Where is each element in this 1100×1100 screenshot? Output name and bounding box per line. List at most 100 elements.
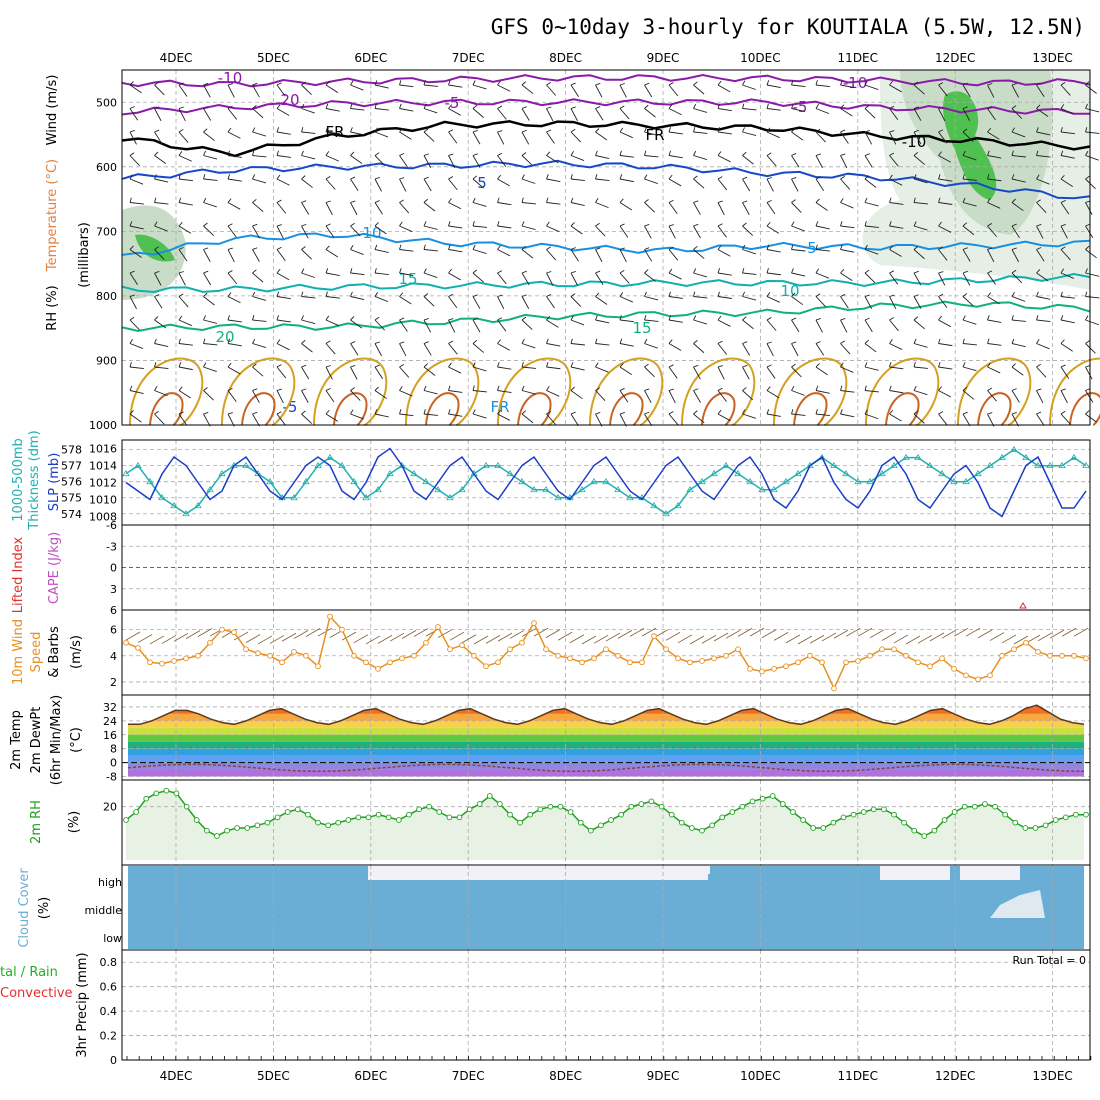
rh2m-line-point (456, 814, 463, 821)
wind10-line-point (243, 646, 249, 653)
wind-barb (252, 366, 264, 377)
wind-barb (252, 84, 260, 98)
wind-barb (423, 363, 428, 368)
wind-barb (546, 151, 551, 156)
wind-barb (619, 413, 627, 427)
wind-barb (595, 106, 601, 109)
wind-barb (521, 245, 527, 250)
wind-barb (815, 385, 819, 391)
wind-barb (840, 80, 843, 86)
wind-barb (399, 221, 403, 227)
wind-barb (1036, 319, 1051, 323)
wind-barb (595, 413, 603, 427)
wind-barb (325, 103, 329, 109)
wind10-barb (737, 628, 753, 637)
wind-barb (448, 80, 451, 86)
wind-barb (325, 413, 339, 422)
pressure-tick: 600 (96, 161, 117, 174)
wind-barb (864, 366, 879, 371)
wind-barb (252, 388, 258, 391)
wind-barb (938, 413, 948, 426)
wind-barb (227, 315, 230, 321)
wind10-line-point (1059, 652, 1065, 659)
wind-barb (889, 296, 897, 310)
wind-barb (374, 152, 380, 156)
cloud-mid (990, 890, 1045, 918)
thickness-line-point (158, 493, 166, 501)
wind-barb (766, 268, 769, 274)
wind-barb (962, 225, 975, 236)
thickness-line-point (146, 477, 154, 485)
wind10-line (125, 614, 1087, 691)
wind10-barb (929, 632, 945, 642)
thickness-line-point (854, 477, 862, 485)
wind-barb (129, 410, 134, 415)
wind-barb (717, 291, 720, 297)
wind-barb (913, 197, 916, 203)
wind-barb (864, 80, 868, 86)
wind-barb (325, 200, 331, 203)
wind-barb (497, 202, 512, 206)
wind-barb (913, 225, 928, 231)
wind-barb (1036, 178, 1050, 185)
rh2m-fill (126, 790, 1084, 860)
wind10-barb (401, 630, 417, 639)
wind-barb (840, 269, 845, 274)
wind-barb (962, 319, 977, 325)
wind-barb (693, 364, 699, 368)
wind-barb (1085, 340, 1090, 344)
wind-barb (864, 390, 879, 393)
wind-barb (742, 103, 745, 109)
wind-barb (350, 200, 356, 203)
low-contour (333, 392, 368, 426)
wind-barb (448, 390, 463, 393)
contour-label: -10 (902, 133, 927, 151)
wind-barb (203, 150, 206, 156)
temp-contour-20 (121, 300, 1091, 333)
wind-barb (570, 178, 585, 181)
rh2m-line-point (850, 811, 857, 818)
wind-barb (913, 296, 922, 309)
wind-barb (668, 296, 683, 299)
wind10-barb (665, 631, 681, 641)
wind-barb (913, 338, 917, 344)
cloud-gap (520, 866, 710, 874)
wind-barb (962, 296, 974, 307)
wind10-barb (341, 631, 357, 641)
cloud-tick: high (98, 876, 122, 889)
wind-barb (472, 296, 481, 309)
wind-barb (987, 105, 993, 109)
wind-barb (668, 178, 682, 187)
wind-barb (815, 249, 830, 252)
wind-barb (668, 319, 683, 323)
wind-barb (815, 221, 819, 227)
wind-barb (227, 387, 233, 391)
wind-barb (252, 411, 258, 415)
wind-barb (1085, 296, 1100, 299)
wind-barb (423, 131, 435, 142)
wind-barb (693, 291, 696, 297)
wind-barb (203, 272, 212, 286)
wind-barb (423, 153, 429, 156)
wind-barb (668, 315, 672, 321)
wind-barb (129, 272, 138, 286)
rh2m-line-point (1083, 811, 1089, 818)
wind-barb (595, 270, 601, 274)
wind-barb (815, 176, 821, 180)
wind-barb (864, 385, 867, 391)
rh2m-line-point (143, 795, 150, 802)
rh2m-line-point (385, 814, 392, 821)
wind-barb (668, 413, 679, 426)
wind10-line-point (627, 659, 633, 666)
wind-barb (374, 155, 386, 166)
wind10-line-point (819, 659, 825, 666)
wind-barb (1060, 225, 1068, 239)
wind-barb (252, 82, 258, 86)
wind10-line-point (603, 646, 609, 653)
wind-barb (791, 128, 796, 133)
wind10-tick: 6 (110, 624, 117, 637)
wind-barb (644, 104, 649, 109)
wind-barb (766, 221, 771, 227)
rh2m-line-point (951, 809, 958, 815)
wind-barb (374, 319, 385, 331)
